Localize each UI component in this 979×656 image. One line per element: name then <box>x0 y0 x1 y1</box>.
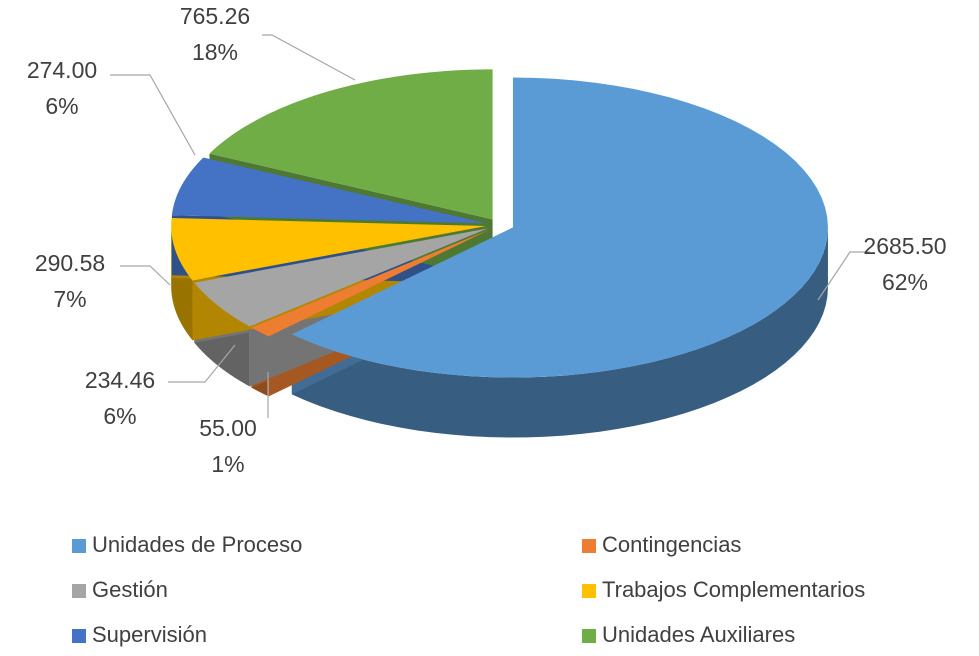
data-label: 55.00 <box>199 415 257 441</box>
percent-label: 6% <box>103 403 136 429</box>
slice <box>171 217 487 281</box>
legend-swatch <box>72 539 86 553</box>
slice-side <box>291 227 828 438</box>
percent-label: 18% <box>192 39 238 65</box>
legend-label: Unidades de Proceso <box>92 532 302 557</box>
percent-label: 1% <box>211 451 244 477</box>
leader-line <box>817 251 870 301</box>
legend-label: Unidades Auxiliares <box>602 622 795 647</box>
legend-swatch <box>72 584 86 598</box>
leader-line <box>110 74 196 156</box>
slice <box>209 69 493 220</box>
slice <box>291 77 828 378</box>
legend-label: Gestión <box>92 577 168 602</box>
legend-swatch <box>582 539 596 553</box>
data-label: 290.58 <box>35 250 105 276</box>
legend-swatch <box>582 584 596 598</box>
leader-line <box>120 265 171 286</box>
leader-line <box>168 344 236 383</box>
data-label: 234.46 <box>85 367 155 393</box>
percent-label: 62% <box>882 269 928 295</box>
legend-swatch <box>582 629 596 643</box>
legend-label: Trabajos Complementarios <box>602 577 865 602</box>
slice <box>171 157 487 224</box>
data-label: 765.26 <box>180 3 250 29</box>
percent-label: 7% <box>53 286 86 312</box>
legend-swatch <box>72 629 86 643</box>
slice <box>251 229 490 337</box>
slice <box>194 228 489 327</box>
data-label: 274.00 <box>27 57 97 83</box>
leader-line <box>262 34 356 81</box>
percent-label: 6% <box>45 93 78 119</box>
legend-label: Contingencias <box>602 532 741 557</box>
data-label: 2685.50 <box>863 233 946 259</box>
legend-label: Supervisión <box>92 622 207 647</box>
